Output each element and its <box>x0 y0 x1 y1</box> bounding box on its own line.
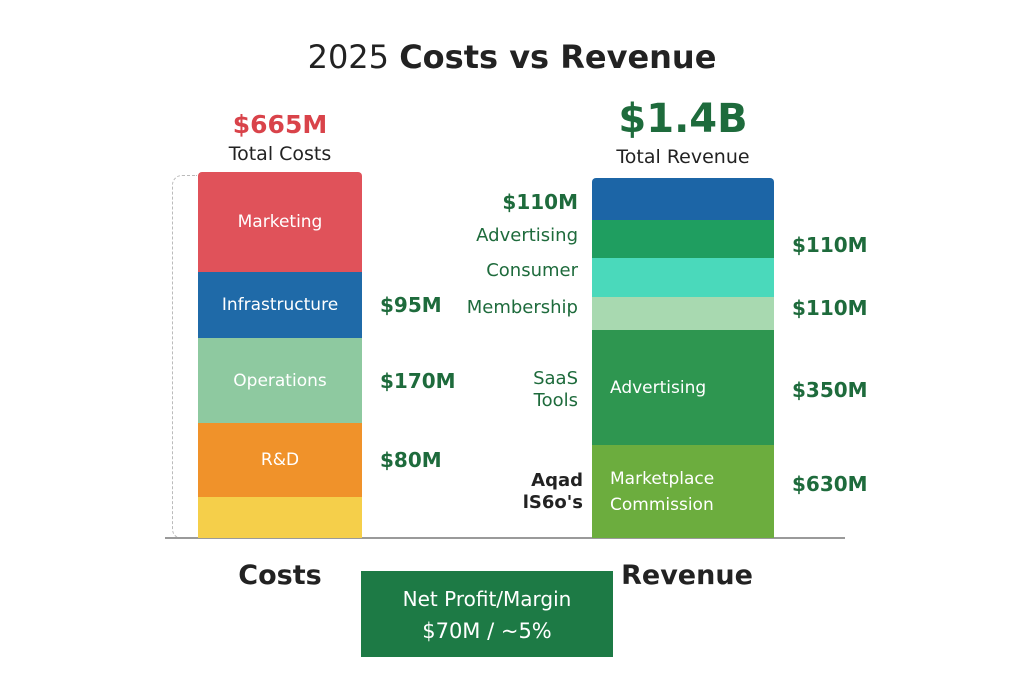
revenue-segment <box>592 297 774 330</box>
net-value: $70M / ~5% <box>422 619 552 643</box>
revenue-value: $110M <box>792 233 868 257</box>
revenue-segment <box>592 220 774 258</box>
revenue-segment <box>592 178 774 220</box>
title: 2025 Costs vs Revenue <box>0 38 1024 76</box>
net-box: Net Profit/Margin $70M / ~5% <box>361 571 613 657</box>
revenue-total: $1.4B <box>618 96 748 142</box>
net-title: Net Profit/Margin <box>402 587 572 611</box>
costs-total: $665M <box>232 110 328 139</box>
title-main: Costs vs Revenue <box>399 38 717 76</box>
revenue-total-label: Total Revenue <box>616 146 750 168</box>
revenue-value: $350M <box>792 378 868 402</box>
revenue-segment: Advertising <box>592 330 774 445</box>
revenue-side-label: $110M <box>502 190 578 214</box>
revenue-value: $110M <box>792 296 868 320</box>
revenue-side-label: Consumer <box>486 260 578 281</box>
cost-segment <box>198 497 362 538</box>
cost-value: $170M <box>380 368 456 393</box>
cost-segment: Marketing <box>198 172 362 272</box>
bracket <box>172 175 197 539</box>
cost-value: $95M <box>380 293 442 317</box>
revenue-value: $630M <box>792 472 868 496</box>
revenue-side-label: SaaS Tools <box>533 368 578 411</box>
revenue-side-label: Advertising <box>476 225 578 246</box>
cost-value: $80M <box>380 448 442 472</box>
revenue-axis-label: Revenue <box>621 560 753 591</box>
revenue-segment: Marketplace Commission <box>592 445 774 538</box>
cost-segment: R&D <box>198 423 362 497</box>
cost-segment: Infrastructure <box>198 272 362 338</box>
baseline <box>165 537 845 539</box>
revenue-side-label: Aqad lS6o's <box>522 470 583 513</box>
title-year: 2025 <box>307 38 390 76</box>
costs-total-label: Total Costs <box>228 143 332 165</box>
costs-axis-label: Costs <box>238 560 322 591</box>
revenue-side-label: Membership <box>466 297 578 318</box>
revenue-segment <box>592 258 774 297</box>
cost-segment: Operations <box>198 338 362 423</box>
